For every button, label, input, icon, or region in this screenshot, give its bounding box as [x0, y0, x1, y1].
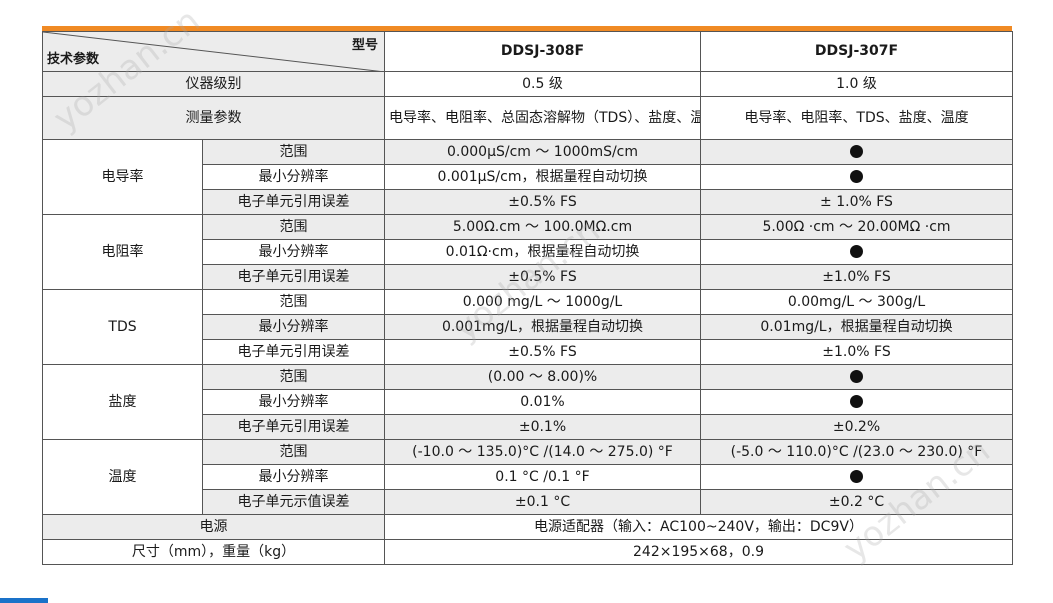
cell-temperature-error-b: ±0.2 °C	[700, 489, 1013, 515]
cell-tds-resolution-a: 0.001mg/L，根据量程自动切换	[384, 314, 701, 340]
sub-label-error: 电子单元引用误差	[202, 264, 385, 290]
cell-salinity-error-b: ±0.2%	[700, 414, 1013, 440]
cell-power-value: 电源适配器（输入：AC100~240V，输出：DC9V）	[384, 514, 1013, 540]
row-label-grade: 仪器级别	[42, 71, 385, 97]
table-row: 电子单元引用误差 ±0.5% FS ±1.0% FS	[43, 264, 1013, 290]
sub-label-error: 电子单元示值误差	[202, 489, 385, 515]
model-b-header: DDSJ-307F	[700, 31, 1013, 72]
cell-grade-a: 0.5 级	[384, 71, 701, 97]
cell-conductivity-resolution-b	[700, 164, 1013, 190]
cell-salinity-resolution-a: 0.01%	[384, 389, 701, 415]
table-row: 最小分辨率 0.01%	[43, 389, 1013, 415]
table-row: 电子单元引用误差 ±0.5% FS ± 1.0% FS	[43, 189, 1013, 215]
table-row: 电阻率 范围 5.00Ω.cm ～ 100.0MΩ.cm 5.00Ω ·cm ～…	[42, 214, 1013, 290]
cell-temperature-error-a: ±0.1 °C	[384, 489, 701, 515]
row-label-measure: 测量参数	[42, 96, 385, 140]
cell-salinity-range-b	[700, 364, 1013, 390]
group-label-conductivity: 电导率	[42, 139, 203, 215]
cell-salinity-range-a: (0.00 ～ 8.00)%	[384, 364, 701, 390]
cell-tds-error-a: ±0.5% FS	[384, 339, 701, 365]
cell-measure-b: 电导率、电阻率、TDS、盐度、温度	[700, 96, 1013, 140]
cell-conductivity-range-a: 0.000μS/cm ～ 1000mS/cm	[384, 139, 701, 165]
row-label-power: 电源	[42, 514, 385, 540]
sub-label-range: 范围	[202, 439, 385, 465]
cell-resistivity-range-b: 5.00Ω ·cm ～ 20.00MΩ ·cm	[700, 214, 1013, 240]
top-accent-bar	[42, 26, 1012, 31]
supported-dot-icon	[850, 145, 863, 158]
cell-temperature-range-b: (-5.0 ～ 110.0)°C /(23.0 ～ 230.0) °F	[700, 439, 1013, 465]
sub-label-resolution: 最小分辨率	[202, 164, 385, 190]
cell-grade-b: 1.0 级	[700, 71, 1013, 97]
cell-conductivity-error-a: ±0.5% FS	[384, 189, 701, 215]
row-label-size: 尺寸（mm），重量（kg）	[42, 539, 385, 565]
table-header-row: 型号 技术参数 DDSJ-308F DDSJ-307F	[42, 31, 1013, 72]
cell-temperature-resolution-b	[700, 464, 1013, 490]
cell-resistivity-resolution-b	[700, 239, 1013, 265]
table-row: 最小分辨率 0.1 °C /0.1 °F	[43, 464, 1013, 490]
table-row: 温度 范围 (-10.0 ～ 135.0)°C /(14.0 ～ 275.0) …	[42, 439, 1013, 515]
cell-resistivity-range-a: 5.00Ω.cm ～ 100.0MΩ.cm	[384, 214, 701, 240]
cell-size-value: 242×195×68，0.9	[384, 539, 1013, 565]
corner-param-label: 技术参数	[47, 52, 100, 67]
spec-table: 型号 技术参数 DDSJ-308F DDSJ-307F 仪器级别 0.5 级 1…	[42, 31, 1013, 565]
supported-dot-icon	[850, 370, 863, 383]
sub-label-error: 电子单元引用误差	[202, 189, 385, 215]
table-row: TDS 范围 0.000 mg/L ～ 1000g/L 0.00mg/L ～ 3…	[42, 289, 1013, 365]
corner-diagonal-line	[43, 32, 377, 71]
group-label-resistivity: 电阻率	[42, 214, 203, 290]
sub-label-range: 范围	[202, 364, 385, 390]
cell-conductivity-range-b	[700, 139, 1013, 165]
table-row: 电源 电源适配器（输入：AC100~240V，输出：DC9V）	[42, 514, 1013, 540]
cell-resistivity-resolution-a: 0.01Ω·cm，根据量程自动切换	[384, 239, 701, 265]
cell-tds-resolution-b: 0.01mg/L，根据量程自动切换	[700, 314, 1013, 340]
cell-resistivity-error-b: ±1.0% FS	[700, 264, 1013, 290]
group-label-tds: TDS	[42, 289, 203, 365]
sub-label-range: 范围	[202, 289, 385, 315]
group-label-salinity: 盐度	[42, 364, 203, 440]
bottom-accent-mark	[0, 598, 48, 603]
cell-conductivity-error-b: ± 1.0% FS	[700, 189, 1013, 215]
cell-conductivity-resolution-a: 0.001μS/cm，根据量程自动切换	[384, 164, 701, 190]
table-row: 最小分辨率 0.001mg/L，根据量程自动切换 0.01mg/L，根据量程自动…	[43, 314, 1013, 340]
model-a-header: DDSJ-308F	[384, 31, 701, 72]
supported-dot-icon	[850, 395, 863, 408]
supported-dot-icon	[850, 470, 863, 483]
cell-salinity-error-a: ±0.1%	[384, 414, 701, 440]
sub-label-resolution: 最小分辨率	[202, 239, 385, 265]
cell-tds-range-b: 0.00mg/L ～ 300g/L	[700, 289, 1013, 315]
table-row: 盐度 范围 (0.00 ～ 8.00)%	[42, 364, 1013, 440]
cell-temperature-resolution-a: 0.1 °C /0.1 °F	[384, 464, 701, 490]
sub-label-range: 范围	[202, 214, 385, 240]
spec-table-container: 型号 技术参数 DDSJ-308F DDSJ-307F 仪器级别 0.5 级 1…	[42, 26, 1013, 565]
header-corner-cell: 型号 技术参数	[42, 31, 385, 72]
table-row: 电子单元引用误差 ±0.1% ±0.2%	[43, 414, 1013, 440]
sub-label-error: 电子单元引用误差	[202, 339, 385, 365]
cell-tds-error-b: ±1.0% FS	[700, 339, 1013, 365]
cell-resistivity-error-a: ±0.5% FS	[384, 264, 701, 290]
sub-label-resolution: 最小分辨率	[202, 314, 385, 340]
cell-salinity-resolution-b	[700, 389, 1013, 415]
table-row: 最小分辨率 0.01Ω·cm，根据量程自动切换	[43, 239, 1013, 265]
table-row: 测量参数 电导率、电阻率、总固态溶解物（TDS）、盐度、温度 电导率、电阻率、T…	[42, 96, 1013, 140]
supported-dot-icon	[850, 170, 863, 183]
cell-temperature-range-a: (-10.0 ～ 135.0)°C /(14.0 ～ 275.0) °F	[384, 439, 701, 465]
table-row: 仪器级别 0.5 级 1.0 级	[42, 71, 1013, 97]
sub-label-resolution: 最小分辨率	[202, 464, 385, 490]
sub-label-resolution: 最小分辨率	[202, 389, 385, 415]
supported-dot-icon	[850, 245, 863, 258]
sub-label-error: 电子单元引用误差	[202, 414, 385, 440]
table-row: 最小分辨率 0.001μS/cm，根据量程自动切换	[43, 164, 1013, 190]
table-row: 电子单元示值误差 ±0.1 °C ±0.2 °C	[43, 489, 1013, 515]
sub-label-range: 范围	[202, 139, 385, 165]
group-label-temperature: 温度	[42, 439, 203, 515]
corner-model-label: 型号	[351, 38, 378, 53]
cell-tds-range-a: 0.000 mg/L ～ 1000g/L	[384, 289, 701, 315]
table-row: 电导率 范围 0.000μS/cm ～ 1000mS/cm	[42, 139, 1013, 215]
cell-measure-a: 电导率、电阻率、总固态溶解物（TDS）、盐度、温度	[384, 96, 701, 140]
table-row: 尺寸（mm），重量（kg） 242×195×68，0.9	[42, 539, 1013, 565]
